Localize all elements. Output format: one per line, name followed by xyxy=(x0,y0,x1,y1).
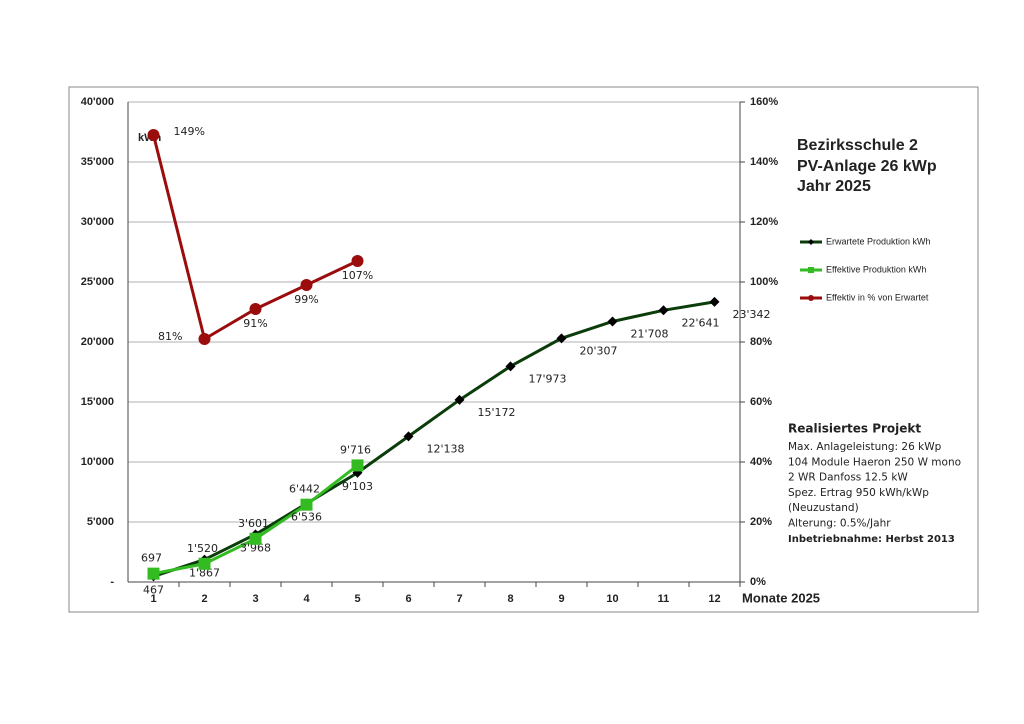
legend-label: Erwartete Produktion kWh xyxy=(826,236,931,246)
y2-tick-label: 160% xyxy=(750,96,778,108)
x-tick-label: 3 xyxy=(252,593,258,605)
y-tick-label: 25'000 xyxy=(81,276,114,288)
data-label: 1'867 xyxy=(189,567,220,580)
y-tick-label: 10'000 xyxy=(81,456,114,468)
y2-tick-label: 120% xyxy=(750,216,778,228)
data-label: 1'520 xyxy=(187,542,218,555)
data-label: 91% xyxy=(243,317,267,330)
point xyxy=(198,557,211,570)
data-label: 467 xyxy=(143,583,164,596)
y2-tick-label: 80% xyxy=(750,336,772,348)
data-label: 107% xyxy=(342,269,373,282)
info-line: 2 WR Danfoss 12.5 kW xyxy=(788,472,908,484)
point xyxy=(403,431,414,442)
data-label: 15'172 xyxy=(478,406,516,419)
x-tick-label: 1 xyxy=(150,593,156,605)
x-tick-label: 10 xyxy=(606,593,618,605)
info-heading: Realisiertes Projekt xyxy=(788,422,921,436)
data-label: 23'342 xyxy=(733,308,771,321)
x-tick-label: 4 xyxy=(303,593,310,605)
data-label: 21'708 xyxy=(631,328,669,341)
point xyxy=(249,532,262,545)
x-tick-label: 7 xyxy=(456,593,462,605)
y2-tick-label: 140% xyxy=(750,156,778,168)
info-line: Max. Anlageleistung: 26 kWp xyxy=(788,441,942,453)
legend-label: Effektive Produktion kWh xyxy=(826,264,926,274)
y2-tick-label: 0% xyxy=(750,576,766,588)
data-label: 149% xyxy=(174,125,205,138)
legend-marker xyxy=(808,267,814,273)
x-tick-label: 5 xyxy=(354,593,360,605)
y-tick-label: 30'000 xyxy=(81,216,114,228)
y2-tick-label: 40% xyxy=(750,456,772,468)
y2-tick-label: 60% xyxy=(750,396,772,408)
info-footer: Inbetriebnahme: Herbst 2013 xyxy=(788,534,955,545)
info-line: Alterung: 0.5%/Jahr xyxy=(788,518,891,530)
data-label: 697 xyxy=(141,552,162,565)
info-line: (Neuzustand) xyxy=(788,502,859,514)
x-tick-label: 2 xyxy=(201,593,207,605)
point xyxy=(249,303,262,315)
legend-label: Effektiv in % von Erwartet xyxy=(826,292,929,302)
data-label: 17'973 xyxy=(529,372,567,385)
point xyxy=(607,316,618,327)
point xyxy=(658,305,669,316)
y-tick-label: 40'000 xyxy=(81,96,114,108)
series-line xyxy=(153,300,715,578)
data-label: 9'716 xyxy=(340,443,371,456)
data-label: 22'641 xyxy=(682,316,720,329)
x-tick-label: 8 xyxy=(507,593,513,605)
data-label: 81% xyxy=(158,330,182,343)
legend-marker xyxy=(808,295,814,301)
data-label: 9'103 xyxy=(342,480,373,493)
x-axis-label: Monate 2025 xyxy=(742,590,820,605)
data-label: 99% xyxy=(294,293,318,306)
info-line: Spez. Ertrag 950 kWh/kWp xyxy=(788,487,929,499)
point xyxy=(351,255,364,267)
y-tick-label: - xyxy=(110,576,114,588)
y-tick-label: 5'000 xyxy=(87,516,114,528)
point xyxy=(556,333,567,344)
chart-title: Jahr 2025 xyxy=(797,178,871,195)
point xyxy=(300,279,313,291)
point xyxy=(147,129,160,141)
x-tick-label: 12 xyxy=(708,593,720,605)
data-label: 6'536 xyxy=(291,511,322,524)
chart-title: PV-Anlage 26 kWp xyxy=(797,158,937,175)
y2-tick-label: 20% xyxy=(750,516,772,528)
point xyxy=(505,361,516,372)
legend-marker xyxy=(808,239,814,245)
data-label: 20'307 xyxy=(580,344,618,357)
x-tick-label: 6 xyxy=(405,593,411,605)
data-label: 3'601 xyxy=(238,517,269,530)
data-label: 3'968 xyxy=(240,541,271,554)
data-label: 6'442 xyxy=(289,483,320,496)
y-tick-label: 35'000 xyxy=(81,156,114,168)
y2-tick-label: 100% xyxy=(750,276,778,288)
point xyxy=(454,394,465,405)
y-tick-label: 15'000 xyxy=(81,396,114,408)
y-tick-label: 20'000 xyxy=(81,336,114,348)
x-tick-label: 11 xyxy=(658,593,670,605)
point xyxy=(709,296,720,307)
data-label: 12'138 xyxy=(427,442,465,455)
chart-title: Bezirksschule 2 xyxy=(797,137,918,154)
point xyxy=(147,567,160,580)
x-tick-label: 9 xyxy=(558,593,564,605)
point xyxy=(351,459,364,472)
chart-frame xyxy=(68,86,979,613)
info-line: 104 Module Haeron 250 W mono xyxy=(788,456,961,468)
point xyxy=(300,498,313,511)
point xyxy=(198,333,211,345)
